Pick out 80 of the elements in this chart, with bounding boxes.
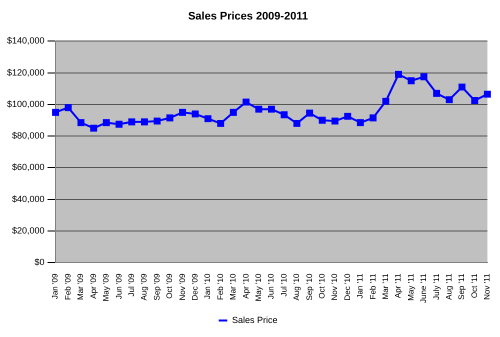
point — [471, 97, 478, 104]
x-tick-label: Jul '09 — [126, 273, 136, 296]
point — [116, 120, 123, 128]
x-tick-label: Mar '09 — [76, 273, 86, 300]
x-tick-label: Oct '11 — [470, 273, 479, 298]
point — [318, 116, 326, 124]
point — [140, 118, 148, 126]
point — [293, 120, 300, 127]
point — [128, 118, 136, 126]
x-tick-label: Sep '09 — [152, 273, 162, 300]
point — [280, 111, 288, 118]
point — [52, 108, 60, 116]
x-tick-label: Dec '09 — [190, 273, 200, 300]
point — [179, 108, 186, 116]
point — [344, 112, 352, 120]
x-tick-label: Feb '09 — [63, 273, 72, 300]
chart-title: Sales Prices 2009-2011 — [188, 10, 308, 23]
point — [77, 119, 84, 126]
point — [230, 108, 237, 116]
x-tick-label: Jan '11 — [356, 273, 365, 299]
x-tick-label: Feb '11 — [368, 273, 378, 300]
x-tick-label: Sep '10 — [304, 273, 314, 300]
x-tick-label: Jun '09 — [114, 273, 124, 300]
point — [90, 124, 98, 132]
x-tick-label: Jan '09 — [50, 273, 60, 300]
point — [306, 110, 314, 117]
y-tick-label: $0 — [34, 257, 45, 268]
point — [446, 96, 453, 104]
x-tick-label: Apr '09 — [88, 273, 98, 299]
point — [408, 77, 415, 84]
x-tick-label: Jul '10 — [279, 273, 288, 296]
x-tick-label: Aug '11 — [444, 273, 454, 300]
y-tick-label: $40,000 — [12, 194, 45, 204]
y-tick-label: $100,000 — [6, 98, 45, 109]
y-tick-label: $140,000 — [6, 36, 45, 46]
x-tick-label: Nov '10 — [330, 273, 340, 300]
point — [356, 119, 364, 126]
y-tick-label: $60,000 — [12, 162, 45, 172]
y-tick-label: $80,000 — [12, 130, 45, 141]
point — [204, 115, 212, 122]
x-tick-label: Sep '11 — [457, 273, 466, 300]
point — [242, 98, 250, 106]
point — [370, 114, 377, 122]
point — [154, 118, 161, 125]
x-tick-label: Aug '09 — [140, 273, 149, 300]
point — [433, 90, 440, 97]
point — [255, 106, 262, 113]
point — [192, 110, 199, 118]
point — [332, 118, 338, 125]
x-tick-label: May '09 — [102, 273, 111, 302]
x-tick-label: Apr '10 — [241, 273, 250, 299]
x-tick-label: Apr '11 — [394, 273, 403, 298]
point — [484, 90, 491, 98]
x-tick-label: Oct '09 — [165, 273, 174, 299]
y-tick-label: $120,000 — [6, 67, 45, 78]
point — [458, 84, 466, 91]
x-tick-label: Nov '11 — [482, 273, 492, 300]
point — [395, 70, 402, 78]
point — [217, 120, 224, 127]
point — [420, 73, 428, 80]
point — [166, 114, 174, 122]
x-tick-label: May '10 — [254, 273, 263, 302]
x-tick-label: Mar '10 — [228, 273, 238, 300]
x-tick-label: Dec '10 — [342, 273, 352, 300]
x-tick-label: May '11 — [406, 273, 416, 301]
point — [268, 106, 275, 113]
point — [102, 119, 110, 126]
x-tick-label: Feb '10 — [216, 273, 225, 300]
x-tick-label: Nov '09 — [178, 273, 187, 300]
legend-label: Sales Price — [232, 314, 278, 325]
x-tick-label: Jan '10 — [203, 273, 212, 300]
x-tick-label: Jun '10 — [266, 273, 276, 300]
x-tick-label: Mar '11 — [380, 273, 390, 300]
point — [382, 98, 390, 105]
y-tick-label: $20,000 — [12, 225, 45, 236]
x-tick-label: June '11 — [419, 273, 428, 304]
x-tick-label: Oct '10 — [317, 273, 326, 299]
point — [64, 104, 72, 112]
x-tick-label: July '11 — [432, 273, 441, 300]
x-tick-label: Aug '10 — [292, 273, 302, 300]
